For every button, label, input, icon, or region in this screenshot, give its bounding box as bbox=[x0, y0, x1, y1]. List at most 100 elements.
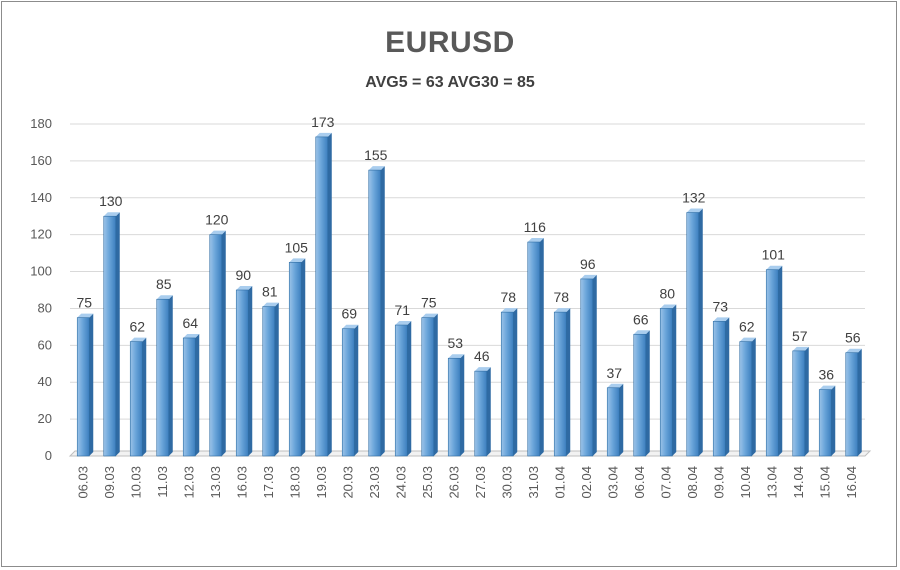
data-label: 46 bbox=[474, 348, 490, 364]
bar-side bbox=[301, 258, 306, 456]
data-label: 71 bbox=[394, 302, 410, 318]
bar-side bbox=[221, 230, 226, 456]
x-tick-label: 16.04 bbox=[844, 466, 859, 499]
bar-side bbox=[327, 132, 332, 456]
data-label: 69 bbox=[341, 306, 357, 322]
x-tick-label: 30.03 bbox=[499, 466, 514, 499]
y-tick-label: 140 bbox=[30, 190, 52, 205]
x-tick-label: 12.03 bbox=[181, 466, 196, 499]
x-tick-label: 03.04 bbox=[605, 466, 620, 499]
x-tick-label: 18.03 bbox=[287, 466, 302, 499]
y-tick-label: 160 bbox=[30, 153, 52, 168]
bar-top bbox=[739, 337, 756, 342]
bar-26.03 bbox=[447, 354, 465, 457]
bar-17.03 bbox=[262, 302, 279, 457]
y-tick-label: 80 bbox=[38, 300, 52, 315]
bar-top bbox=[395, 321, 412, 326]
x-tick-label: 13.04 bbox=[764, 466, 779, 499]
bar-12.03 bbox=[182, 333, 200, 457]
bar-side bbox=[513, 308, 518, 456]
bar-top bbox=[792, 346, 809, 351]
bar-08.04 bbox=[686, 208, 703, 457]
data-label: 73 bbox=[712, 298, 728, 314]
bar-top bbox=[845, 348, 862, 353]
bar-front bbox=[739, 341, 753, 457]
bar-top bbox=[819, 385, 836, 390]
bar-27.03 bbox=[474, 367, 491, 457]
bar-side bbox=[248, 286, 253, 456]
bar-top bbox=[766, 265, 783, 270]
y-tick-label: 60 bbox=[38, 337, 52, 352]
bar-front bbox=[315, 136, 329, 457]
x-tick-label: 17.03 bbox=[261, 466, 276, 499]
bar-side bbox=[751, 337, 756, 456]
bar-top bbox=[474, 367, 491, 372]
x-tick-label: 09.04 bbox=[711, 466, 726, 499]
data-label: 120 bbox=[205, 212, 229, 228]
data-label: 116 bbox=[524, 219, 547, 235]
bar-front bbox=[712, 321, 726, 457]
bar-front bbox=[527, 241, 541, 457]
bar-02.04 bbox=[580, 274, 597, 457]
x-tick-label: 24.03 bbox=[393, 466, 408, 499]
bar-30.03 bbox=[500, 308, 518, 457]
y-tick-label: 120 bbox=[30, 227, 52, 242]
bars bbox=[76, 132, 862, 457]
bar-top bbox=[236, 286, 253, 290]
bar-side bbox=[725, 317, 730, 456]
x-tick-label: 16.03 bbox=[234, 466, 249, 499]
data-label: 57 bbox=[792, 328, 808, 344]
bar-front bbox=[156, 298, 170, 457]
bar-front bbox=[129, 341, 143, 457]
bar-top bbox=[368, 166, 385, 171]
bar-24.03 bbox=[394, 321, 412, 457]
bar-top bbox=[448, 354, 465, 359]
bar-20.03 bbox=[341, 324, 359, 457]
bar-front bbox=[103, 215, 117, 457]
x-tick-label: 10.03 bbox=[128, 466, 143, 499]
x-tick-label: 08.04 bbox=[685, 466, 700, 499]
bar-top bbox=[527, 238, 544, 243]
x-tick-label: 19.03 bbox=[314, 466, 329, 499]
data-label: 101 bbox=[762, 247, 786, 263]
bar-23.03 bbox=[368, 166, 385, 457]
bar-25.03 bbox=[421, 313, 438, 457]
data-label: 75 bbox=[421, 295, 437, 311]
bar-top bbox=[554, 308, 571, 313]
bar-side bbox=[274, 302, 279, 456]
bar-top bbox=[580, 274, 597, 279]
bar-front bbox=[633, 333, 647, 457]
bar-11.03 bbox=[156, 295, 173, 457]
bar-side bbox=[142, 337, 147, 456]
y-tick-label: 40 bbox=[38, 374, 52, 389]
bar-31.03 bbox=[527, 238, 544, 457]
x-tick-label: 06.04 bbox=[632, 466, 647, 499]
bar-front bbox=[262, 306, 276, 457]
y-tick-label: 180 bbox=[30, 116, 52, 131]
data-label: 155 bbox=[364, 147, 388, 163]
data-label: 66 bbox=[633, 311, 649, 327]
data-label: 62 bbox=[739, 319, 755, 335]
bar-side bbox=[407, 321, 412, 456]
chart-title: EURUSD bbox=[385, 26, 515, 59]
x-tick-label: 01.04 bbox=[552, 466, 567, 499]
chart-subtitle: AVG5 = 63 AVG30 = 85 bbox=[365, 74, 535, 91]
data-label: 78 bbox=[553, 289, 569, 305]
bar-front bbox=[235, 289, 249, 457]
data-label: 85 bbox=[156, 276, 172, 292]
bar-side bbox=[539, 238, 544, 456]
bar-top bbox=[209, 230, 226, 235]
bar-front bbox=[686, 212, 700, 457]
x-tick-label: 07.04 bbox=[658, 466, 673, 499]
data-label: 173 bbox=[311, 114, 335, 130]
bar-side bbox=[486, 367, 491, 456]
bar-top bbox=[633, 330, 650, 335]
bar-side bbox=[778, 265, 783, 456]
bar-06.04 bbox=[633, 330, 650, 457]
bar-16.04 bbox=[845, 348, 862, 457]
data-label: 64 bbox=[182, 315, 198, 331]
y-axis: 0 20 40 60 80 100 120 140 160 180 bbox=[30, 116, 52, 463]
data-labels: 75 130 62 85 64 120 90 81 105 173 69 155 71 75 53 46 78 1… bbox=[76, 114, 860, 383]
data-label: 78 bbox=[500, 289, 516, 305]
